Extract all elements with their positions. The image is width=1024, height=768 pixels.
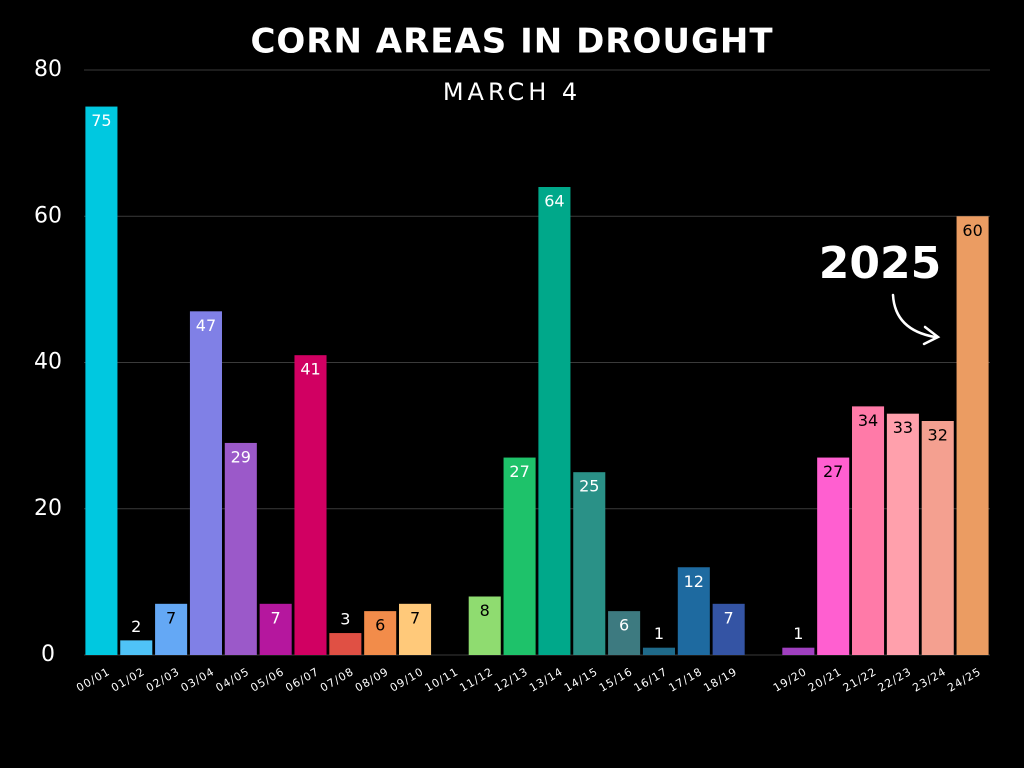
bar [642,647,675,655]
data-label: 25 [579,477,599,496]
chart-subtitle: MARCH 4 [443,78,581,106]
bar [921,421,954,655]
data-label: 2 [131,617,141,636]
data-label: 27 [823,462,843,481]
data-label: 32 [928,426,948,445]
data-label: 1 [793,624,803,643]
y-tick-label: 40 [34,350,62,375]
bar [329,633,362,655]
bar [712,603,745,655]
data-label: 7 [410,608,420,627]
annotation: 2025 [819,238,941,289]
data-label: 47 [196,316,216,335]
bar [120,640,153,655]
bar [259,603,292,655]
bar [886,413,919,655]
data-label: 3 [340,610,350,629]
bar [503,457,536,655]
bar [608,611,641,655]
bar [399,603,432,655]
bar [573,472,606,655]
data-label: 8 [480,601,490,620]
bar [956,216,989,655]
y-tick-label: 60 [34,203,62,228]
bar [294,355,327,655]
bar [189,311,222,655]
y-tick-label: 20 [34,496,62,521]
data-label: 34 [858,411,878,430]
bar [364,611,397,655]
data-label: 75 [91,111,111,130]
data-label: 7 [724,608,734,627]
bar [852,406,885,655]
bar [782,647,815,655]
data-label: 1 [654,624,664,643]
bar [155,603,188,655]
bar [817,457,850,655]
data-label: 7 [271,608,281,627]
chart-title: CORN AREAS IN DROUGHT [250,22,773,62]
data-label: 7 [166,608,176,627]
data-label: 60 [962,221,982,240]
bar [224,442,257,655]
bar [677,567,710,655]
bar [468,596,501,655]
data-label: 29 [231,447,251,466]
y-tick-label: 80 [34,57,62,82]
data-label: 6 [619,616,629,635]
data-label: 27 [509,462,529,481]
bar [538,187,571,655]
data-label: 6 [375,616,385,635]
data-label: 64 [544,192,564,211]
data-label: 33 [893,418,913,437]
bar [85,106,118,655]
y-tick-label: 0 [41,642,55,667]
data-label: 41 [300,360,320,379]
annotation-arrow [891,293,941,346]
data-label: 12 [684,572,704,591]
